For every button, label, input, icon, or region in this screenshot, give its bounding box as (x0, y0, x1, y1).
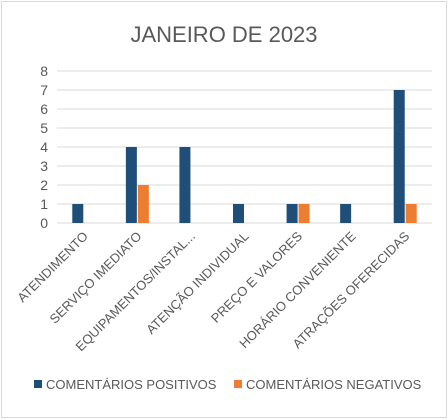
y-tick-label: 2 (40, 177, 48, 193)
bars (72, 90, 417, 223)
category-label: SERVIÇO IMEDIATO (47, 229, 145, 327)
bar-positivos (393, 90, 405, 223)
chart-title: JANEIRO DE 2023 (130, 22, 317, 47)
bar-negativos (405, 204, 417, 223)
bar-positivos (340, 204, 352, 223)
category-label: PREÇO E VALORES (208, 228, 306, 326)
legend: COMENTÁRIOS POSITIVOS COMENTÁRIOS NEGATIV… (34, 377, 422, 392)
legend-swatch (34, 380, 42, 388)
bar-negativos (137, 185, 149, 223)
bar-positivos (179, 147, 191, 223)
bar-positivos (286, 204, 298, 223)
y-tick-label: 1 (40, 196, 48, 212)
bar-positivos (72, 204, 84, 223)
y-axis-ticks: 0 1 2 3 4 5 6 7 8 (40, 63, 48, 231)
y-tick-label: 5 (40, 120, 48, 136)
gridlines (57, 70, 432, 224)
legend-label: COMENTÁRIOS NEGATIVOS (246, 377, 422, 392)
legend-swatch (234, 380, 242, 388)
y-tick-label: 7 (40, 82, 48, 98)
category-label: ATENÇÃO INDIVIDUAL (143, 229, 252, 338)
bar-positivos (233, 204, 244, 223)
y-tick-label: 3 (40, 158, 48, 174)
y-tick-label: 6 (40, 101, 48, 117)
y-tick-label: 0 (40, 215, 48, 231)
bar-negativos (298, 204, 310, 223)
y-tick-label: 8 (40, 63, 48, 79)
legend-label: COMENTÁRIOS POSITIVOS (46, 377, 217, 392)
y-tick-label: 4 (40, 139, 48, 155)
bar-positivos (125, 147, 137, 223)
